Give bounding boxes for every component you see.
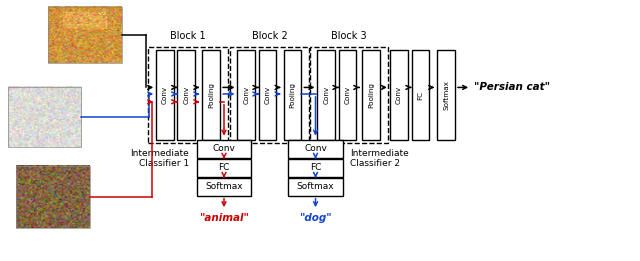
FancyBboxPatch shape xyxy=(362,50,380,140)
Text: "dog": "dog" xyxy=(300,213,332,223)
Text: Intermediate
Classifier 1: Intermediate Classifier 1 xyxy=(131,149,189,168)
FancyBboxPatch shape xyxy=(197,159,252,177)
FancyBboxPatch shape xyxy=(288,159,343,177)
Text: Block 3: Block 3 xyxy=(331,31,367,41)
FancyBboxPatch shape xyxy=(202,50,220,140)
Text: FC: FC xyxy=(218,163,230,172)
Text: "animal": "animal" xyxy=(199,213,249,223)
FancyBboxPatch shape xyxy=(288,140,343,158)
Text: Conv: Conv xyxy=(304,144,327,153)
Text: Pooling: Pooling xyxy=(208,82,214,108)
Text: Conv: Conv xyxy=(243,86,250,104)
Text: Conv: Conv xyxy=(396,86,402,104)
Text: Block 2: Block 2 xyxy=(252,31,287,41)
Text: FC: FC xyxy=(417,91,424,100)
FancyBboxPatch shape xyxy=(339,50,356,140)
FancyBboxPatch shape xyxy=(317,50,335,140)
Text: Conv: Conv xyxy=(323,86,330,104)
Text: Conv: Conv xyxy=(212,144,236,153)
Text: FC: FC xyxy=(310,163,321,172)
FancyBboxPatch shape xyxy=(197,140,252,158)
Text: Intermediate
Classifier 2: Intermediate Classifier 2 xyxy=(351,149,409,168)
Text: "Persian cat": "Persian cat" xyxy=(474,82,550,92)
Text: Conv: Conv xyxy=(162,86,168,104)
FancyBboxPatch shape xyxy=(412,50,429,140)
Text: Pooling: Pooling xyxy=(368,82,374,108)
FancyBboxPatch shape xyxy=(177,50,195,140)
Text: Softmax: Softmax xyxy=(443,80,449,110)
FancyBboxPatch shape xyxy=(437,50,455,140)
Text: Softmax: Softmax xyxy=(297,182,334,191)
FancyBboxPatch shape xyxy=(284,50,301,140)
Text: Softmax: Softmax xyxy=(205,182,243,191)
FancyBboxPatch shape xyxy=(288,178,343,196)
FancyBboxPatch shape xyxy=(156,50,174,140)
Text: Pooling: Pooling xyxy=(289,82,296,108)
FancyBboxPatch shape xyxy=(237,50,255,140)
Text: Conv: Conv xyxy=(344,86,351,104)
Text: Conv: Conv xyxy=(183,86,189,104)
Text: Block 1: Block 1 xyxy=(170,31,206,41)
FancyBboxPatch shape xyxy=(390,50,408,140)
Text: Conv: Conv xyxy=(264,86,271,104)
FancyBboxPatch shape xyxy=(259,50,276,140)
FancyBboxPatch shape xyxy=(197,178,252,196)
